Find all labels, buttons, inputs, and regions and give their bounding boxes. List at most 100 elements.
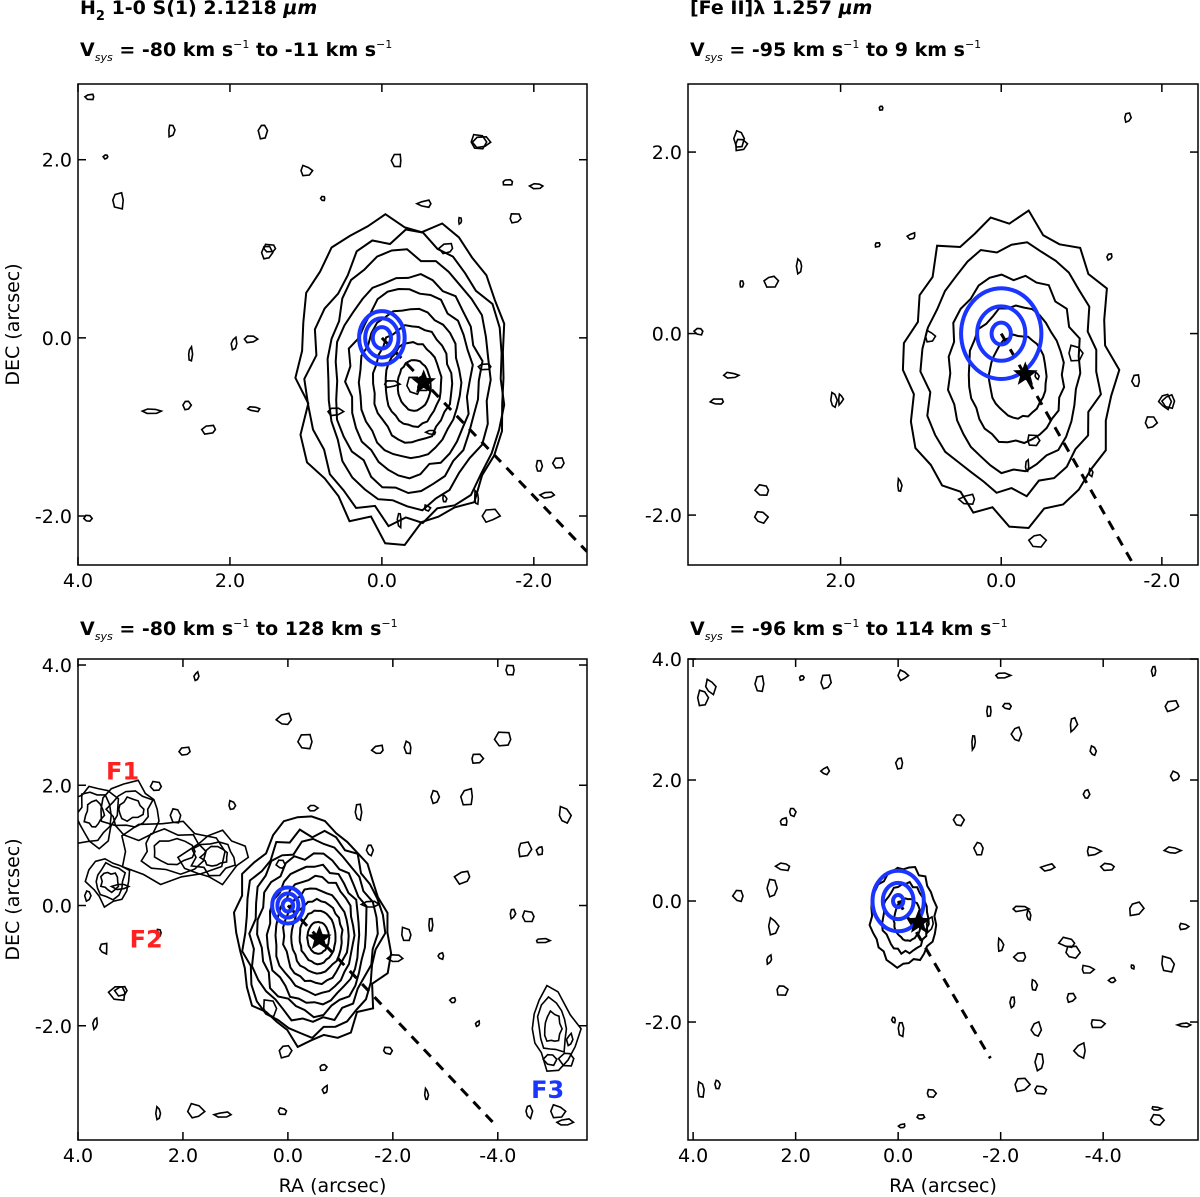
noise-contour — [321, 1084, 329, 1095]
x-tick-label: 0.0 — [367, 570, 397, 592]
plot-area — [82, 93, 587, 553]
noise-contour — [779, 816, 788, 826]
emission-contour — [241, 828, 387, 1040]
continuum-contour — [870, 868, 926, 934]
noise-contour — [890, 1016, 897, 1024]
y-tick-label: 0.0 — [42, 896, 72, 918]
noise-contour — [1161, 955, 1176, 973]
noise-contour — [926, 1088, 938, 1099]
noise-contour — [453, 870, 471, 886]
noise-contour — [200, 424, 217, 435]
continuum-contour — [891, 892, 906, 910]
y-tick-label: 2.0 — [42, 775, 72, 797]
noise-contour — [400, 926, 412, 942]
plot-area — [78, 664, 582, 1126]
continuum-contour — [357, 309, 407, 367]
noise-contour — [1065, 945, 1082, 959]
noise-contour — [306, 804, 320, 812]
noise-contour — [897, 1122, 906, 1129]
emission-contour — [274, 874, 356, 997]
emission-contour — [880, 880, 930, 956]
noise-contour — [739, 280, 745, 288]
noise-contour — [896, 476, 903, 493]
noise-contour — [1014, 1077, 1032, 1093]
noise-contour — [481, 508, 502, 524]
noise-contour — [91, 1016, 99, 1032]
noise-contour — [894, 757, 904, 770]
noise-contour — [437, 951, 445, 961]
y-axis-label: DEC (arcsec) — [2, 838, 24, 960]
knot-contour — [198, 845, 229, 867]
noise-contour — [277, 1106, 288, 1116]
noise-contour — [897, 1021, 905, 1038]
noise-contour — [423, 1086, 430, 1101]
noise-contour — [319, 1063, 329, 1072]
noise-contour — [1130, 964, 1136, 970]
x-tick-label: -4.0 — [1085, 1145, 1122, 1167]
emission-contour — [306, 920, 331, 955]
noise-contour — [837, 392, 845, 408]
x-tick-label: 4.0 — [678, 1145, 708, 1167]
velocity-range-title: Vsys = -95 km s−1 to 9 km s−1 — [690, 38, 981, 64]
x-tick-label: 2.0 — [168, 1145, 198, 1167]
noise-contour — [230, 335, 238, 351]
line-title: H2 1-0 S(1) 2.1218 μm — [80, 0, 317, 24]
noise-contour — [1001, 702, 1013, 711]
noise-contour — [319, 195, 326, 202]
noise-contour — [897, 668, 910, 682]
continuum-contour — [280, 897, 296, 914]
noise-contour — [406, 376, 422, 396]
noise-contour — [1130, 374, 1141, 388]
noise-contour — [181, 400, 193, 411]
x-tick-label: 4.0 — [63, 570, 93, 592]
noise-contour — [994, 672, 1013, 679]
noise-contour — [708, 398, 725, 405]
noise-contour — [274, 712, 293, 726]
y-tick-label: -2.0 — [35, 506, 72, 528]
noise-contour — [275, 859, 287, 870]
noise-contour — [111, 191, 125, 210]
noise-contour — [1034, 1052, 1045, 1072]
noise-contour — [211, 1111, 233, 1118]
knot-contour — [78, 791, 113, 843]
noise-contour — [795, 257, 803, 276]
noise-contour — [1034, 370, 1041, 381]
y-tick-label: -2.0 — [645, 1012, 682, 1034]
knot-contour — [78, 785, 120, 850]
noise-contour — [326, 407, 346, 417]
noise-contour — [767, 916, 780, 936]
jet-axis-line — [999, 332, 1136, 565]
knot-contour — [83, 799, 106, 828]
emission-contour — [294, 212, 506, 547]
noise-contour — [187, 344, 194, 362]
noise-contour — [83, 93, 95, 101]
x-tick-label: 0.0 — [273, 1145, 303, 1167]
star-marker — [411, 369, 436, 393]
noise-contour — [437, 242, 454, 255]
x-axis-label: RA (arcsec) — [279, 1175, 387, 1197]
noise-contour — [1157, 393, 1173, 411]
star-marker — [906, 909, 931, 933]
noise-contour — [753, 483, 770, 497]
emission-contour — [256, 852, 368, 1019]
noise-contour — [905, 231, 916, 240]
noise-contour — [509, 908, 517, 921]
noise-contour — [798, 674, 806, 682]
y-tick-label: 2.0 — [42, 150, 72, 172]
noise-contour — [557, 1052, 575, 1067]
y-tick-label: -2.0 — [35, 1016, 72, 1038]
noise-contour — [370, 744, 384, 755]
emission-contour — [265, 863, 361, 1006]
noise-contour — [753, 510, 770, 525]
noise-contour — [1144, 416, 1159, 429]
noise-contour — [517, 841, 533, 858]
noise-contour — [98, 942, 108, 956]
knot-contour — [153, 837, 196, 866]
noise-contour — [916, 1113, 926, 1120]
noise-contour — [502, 178, 514, 186]
knot-contour — [95, 861, 127, 901]
noise-contour — [773, 862, 791, 872]
continuum-contour — [959, 286, 1044, 381]
noise-contour — [101, 154, 109, 160]
noise-contour — [1039, 862, 1057, 872]
